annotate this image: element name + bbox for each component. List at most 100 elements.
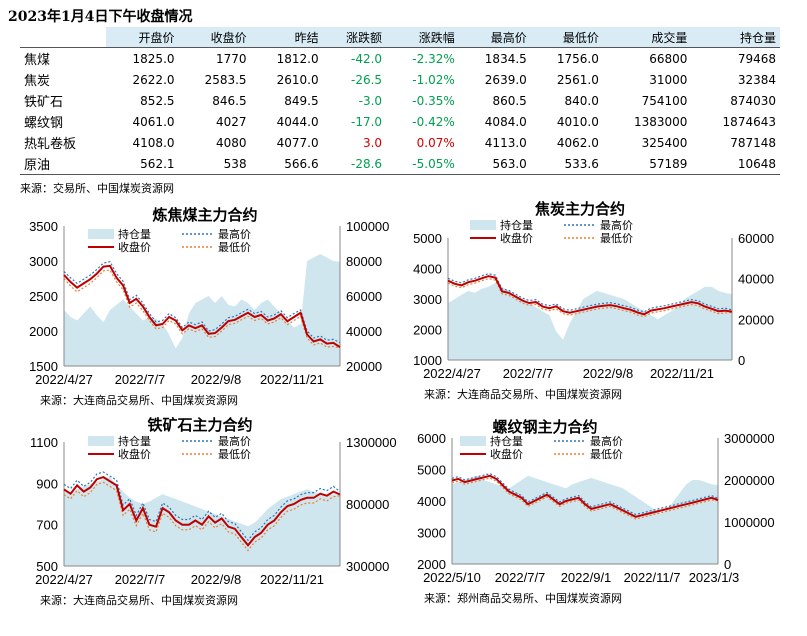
table-cell-name: 铁矿石 [24, 95, 64, 110]
y-right-tick-label: 0 [738, 353, 745, 368]
x-tick-label: 2022/7/7 [503, 366, 554, 381]
rebar-chart: 2000 3000 4000 5000 6000 0 1000000 2000000 30000… [417, 418, 775, 605]
x-tick-label: 2022/5/10 [423, 570, 481, 585]
table-cell-close: 846.5 [212, 93, 247, 108]
table-cell-oi: 787148 [730, 135, 776, 150]
table-cell-high: 4084.0 [484, 114, 527, 129]
y-right-tick-label: 800000 [346, 497, 389, 512]
table-cell-chg: -42.0 [350, 51, 383, 66]
column-header: 最高价 [458, 27, 531, 48]
x-tick-label: 2022/11/21 [260, 372, 324, 387]
x-tick-label: 2022/4/27 [35, 372, 93, 387]
table-cell-open: 4061.0 [132, 114, 175, 129]
table-cell-open: 852.5 [140, 93, 175, 108]
table-cell-vol: 66800 [649, 51, 688, 66]
table-cell-oi: 874030 [730, 93, 776, 108]
y-right-tick-label: 20000 [346, 359, 382, 374]
table-cell-close: 538 [223, 156, 247, 171]
table-cell-low: 4062.0 [556, 135, 599, 150]
open-interest-area [64, 476, 340, 566]
table-cell-vol: 325400 [641, 135, 688, 150]
table-cell-low: 533.6 [564, 156, 599, 171]
close-price-line [451, 474, 719, 518]
x-tick-label: 2022/11/21 [650, 366, 714, 381]
y-left-tick-label: 5000 [417, 463, 446, 478]
x-tick-label: 2022/9/1 [561, 570, 612, 585]
table-row: 热轧卷板 4108.0 4080 4077.0 3.0 0.07% 4113.0 4062.0… [20, 132, 780, 153]
table-cell-high: 860.5 [492, 93, 527, 108]
page-title: 2023年1月4日下午收盘情况 [8, 9, 193, 25]
table-cell-vol: 31000 [649, 72, 688, 87]
close-price-line [63, 264, 341, 348]
y-left-tick-label: 1500 [29, 359, 58, 374]
legend-high-label: 最高价 [600, 218, 633, 232]
low-price-line [451, 477, 719, 520]
legend-oi-swatch [460, 436, 486, 446]
table-cell-pct: -0.35% [412, 93, 455, 108]
table-cell-chg: 3.0 [362, 135, 383, 150]
table-cell-name: 焦炭 [24, 74, 51, 89]
table-cell-prev: 566.6 [284, 156, 319, 171]
table-cell-open: 4108.0 [132, 135, 175, 150]
chart-source: 来源：大连商品交易所、中国煤炭资源网 [40, 393, 238, 407]
table-cell-high: 1834.5 [484, 51, 527, 66]
chart-source: 来源：大连商品交易所、中国煤炭资源网 [424, 387, 622, 401]
chart-title: 螺纹钢主力合约 [492, 418, 597, 436]
y-right-tick-label: 60000 [346, 289, 382, 304]
legend-oi-label: 持仓量 [118, 227, 151, 241]
y-right-tick-label: 100000 [346, 219, 389, 234]
table-cell-low: 4010.0 [556, 114, 599, 129]
table-row: 铁矿石 852.5 846.5 849.5 -3.0 -0.35% 860.5 840.0 75… [20, 90, 780, 111]
legend-low-label: 最低价 [600, 232, 633, 245]
table-cell-pct: 0.07% [416, 135, 455, 150]
high-price-line [447, 273, 733, 313]
open-interest-area [448, 282, 732, 360]
chart-source: 来源：郑州商品交易所、中国煤炭资源网 [424, 591, 622, 605]
low-price-line [63, 269, 341, 349]
x-tick-label: 2022/9/8 [191, 372, 242, 387]
column-header: 收盘价 [178, 27, 251, 48]
y-right-tick-label: 60000 [738, 231, 774, 246]
high-price-line [63, 471, 341, 542]
chart-title: 炼焦煤主力合约 [152, 206, 257, 224]
column-header: 涨跌额 [322, 27, 387, 48]
table-row: 焦煤 1825.0 1770 1812.0 -42.0 -2.32% 1834.5 1756.… [20, 48, 780, 70]
table-cell-close: 4080 [216, 135, 247, 150]
chart-source: 来源：大连商品交易所、中国煤炭资源网 [40, 593, 238, 607]
y-left-tick-label: 3000 [29, 254, 58, 269]
y-right-tick-label: 20000 [738, 312, 774, 327]
y-right-tick-label: 40000 [346, 324, 382, 339]
table-cell-name: 焦煤 [24, 53, 51, 68]
y-left-tick-label: 2000 [417, 557, 446, 572]
legend-oi-swatch [88, 436, 114, 446]
y-right-tick-label: 40000 [738, 272, 774, 287]
table-cell-chg: -26.5 [350, 72, 383, 87]
x-tick-label: 2022/11/21 [260, 572, 324, 587]
table-cell-chg: -28.6 [350, 156, 383, 171]
table-cell-vol: 1383000 [633, 114, 688, 129]
column-header: 开盘价 [106, 27, 179, 48]
legend-low-label: 最低价 [590, 448, 623, 461]
y-left-tick-label: 2000 [29, 324, 58, 339]
column-header: 涨跌幅 [386, 27, 459, 48]
legend-oi-swatch [88, 229, 114, 239]
legend-oi-label: 持仓量 [500, 218, 533, 232]
low-price-line [63, 481, 341, 552]
table-cell-close: 4027 [216, 114, 247, 129]
column-header: 持仓量 [691, 27, 780, 48]
y-left-tick-label: 3500 [29, 219, 58, 234]
y-right-tick-label: 2000000 [724, 473, 775, 488]
y-left-tick-label: 500 [36, 559, 58, 574]
table-cell-high: 563.0 [492, 156, 527, 171]
x-tick-label: 2022/4/27 [35, 572, 93, 587]
table-row: 原油 562.1 538 566.6 -28.6 -5.05% 563.0 533.6 5718… [20, 153, 780, 175]
chart-title: 焦炭主力合约 [534, 200, 625, 218]
table-cell-high: 4113.0 [484, 135, 527, 150]
legend-high-label: 最高价 [218, 434, 251, 448]
y-left-tick-label: 4000 [413, 262, 442, 277]
legend-close-label: 收盘价 [490, 447, 523, 461]
table-cell-oi: 32384 [737, 72, 776, 87]
table-cell-open: 2622.0 [132, 72, 175, 87]
open-interest-area [64, 254, 340, 366]
table-cell-vol: 754100 [641, 93, 688, 108]
